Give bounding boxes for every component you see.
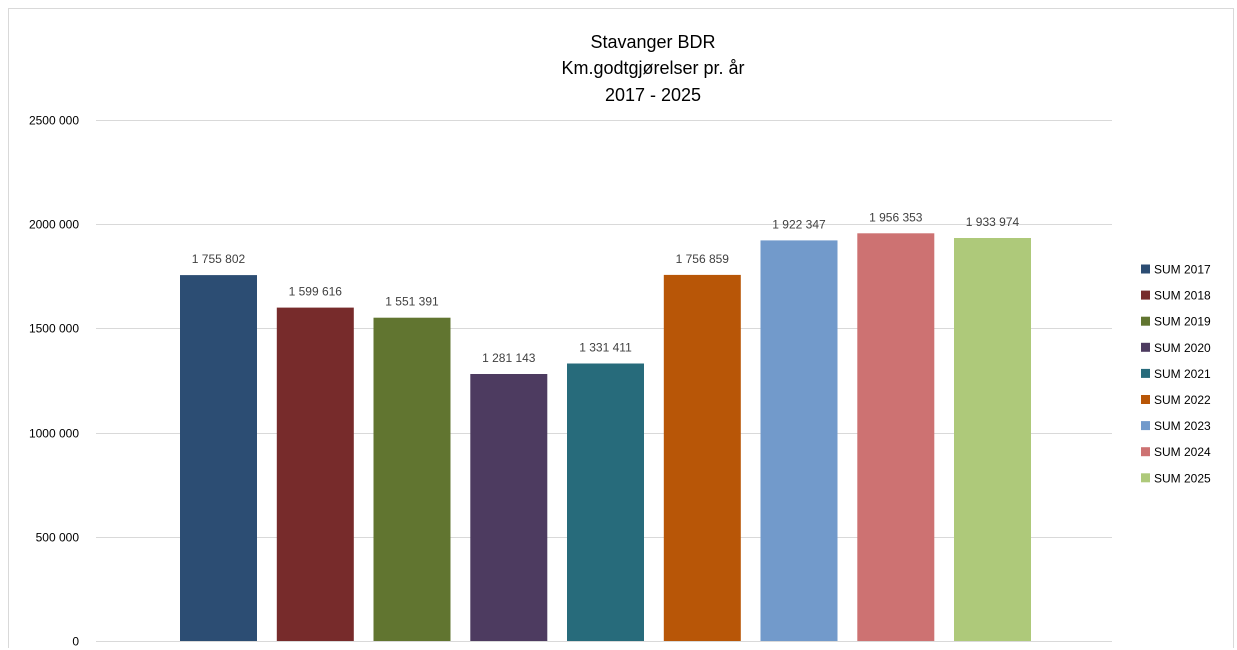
data-label: 1 922 347 — [772, 217, 826, 231]
data-labels: 1 755 802 1 599 616 1 551 391 1 281 143 1 33… — [192, 210, 1020, 365]
legend-label: SUM 2019 — [1154, 315, 1211, 329]
data-label: 1 331 411 — [579, 341, 632, 355]
chart-title: Stavanger BDR Km.godtgjørelser pr. år 20… — [561, 32, 744, 105]
legend-label: SUM 2021 — [1154, 367, 1211, 381]
legend-label: SUM 2018 — [1154, 289, 1211, 303]
legend-label: SUM 2022 — [1154, 393, 1211, 407]
legend-swatch — [1141, 316, 1150, 326]
bar — [760, 240, 838, 641]
chart-title-line-2: Km.godtgjørelser pr. år — [561, 58, 744, 78]
bar — [567, 363, 644, 641]
bar — [276, 307, 354, 641]
legend-label: SUM 2017 — [1154, 263, 1211, 277]
chart-title-line-3: 2017 - 2025 — [605, 85, 701, 105]
data-label: 1 281 143 — [482, 351, 536, 365]
y-tick-label: 0 — [72, 635, 79, 649]
data-label: 1 755 802 — [192, 252, 246, 266]
bars — [180, 233, 1031, 642]
legend-swatch — [1141, 395, 1150, 404]
bar — [663, 274, 741, 641]
bar — [857, 233, 935, 642]
bar — [954, 238, 1031, 641]
legend-swatch — [1141, 447, 1150, 457]
data-label: 1 956 353 — [869, 210, 923, 224]
y-tick-label: 2000 000 — [29, 218, 79, 232]
legend-swatch — [1141, 342, 1150, 352]
legend-swatch — [1141, 421, 1150, 431]
legend-label: SUM 2025 — [1154, 471, 1211, 485]
y-tick-label: 2500 000 — [29, 114, 79, 128]
y-tick-label: 500 000 — [36, 531, 80, 545]
y-axis-tick-labels: 0 500 000 1000 000 1500 000 2000 000 2500 000 — [29, 114, 79, 649]
data-label: 1 933 974 — [966, 215, 1020, 229]
legend-swatch — [1141, 368, 1150, 378]
legend-label: SUM 2023 — [1154, 419, 1211, 433]
data-label: 1 599 616 — [289, 285, 343, 299]
bar — [373, 317, 451, 641]
legend: SUM 2017 SUM 2018 SUM 2019 SUM 2020 SUM 2021… — [1141, 263, 1211, 485]
bar — [470, 374, 548, 641]
legend-swatch — [1141, 473, 1150, 483]
data-label: 1 551 391 — [385, 295, 439, 309]
y-tick-label: 1000 000 — [29, 427, 79, 441]
legend-swatch — [1141, 264, 1150, 274]
legend-label: SUM 2024 — [1154, 445, 1211, 459]
legend-swatch — [1141, 290, 1150, 300]
chart-title-line-1: Stavanger BDR — [590, 32, 715, 52]
legend-label: SUM 2020 — [1154, 341, 1211, 355]
y-tick-label: 1500 000 — [29, 322, 79, 336]
bar — [180, 275, 257, 641]
data-label: 1 756 859 — [676, 252, 730, 266]
